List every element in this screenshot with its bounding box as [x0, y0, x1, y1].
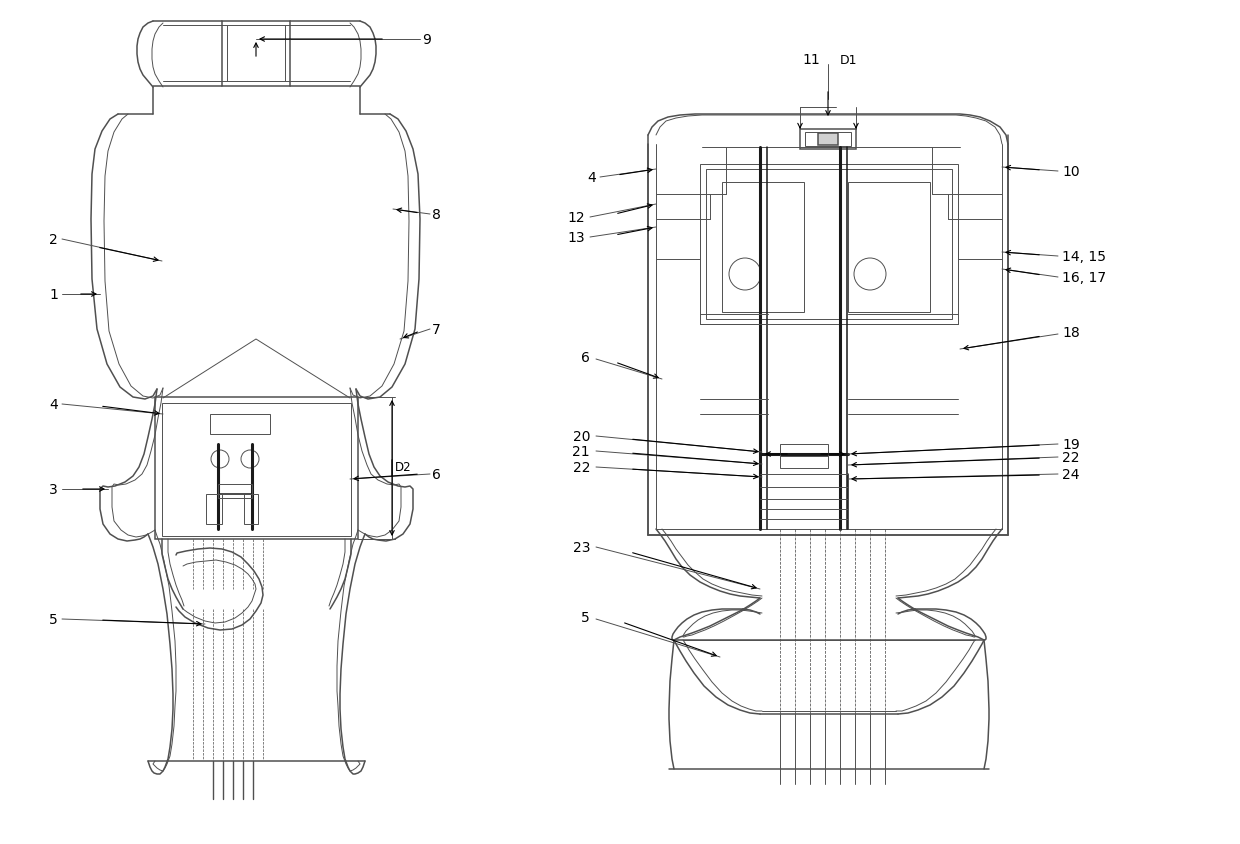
Text: 13: 13	[568, 230, 585, 245]
Text: 11: 11	[802, 53, 820, 67]
Text: 21: 21	[573, 445, 590, 458]
Text: 2: 2	[50, 233, 58, 246]
Bar	[155, 398, 358, 539]
Text: 12: 12	[568, 211, 585, 225]
Text: 8: 8	[432, 208, 441, 222]
Text: 6: 6	[582, 350, 590, 365]
Text: 5: 5	[50, 612, 58, 626]
Text: 18: 18	[1061, 326, 1080, 339]
Bar	[210, 414, 270, 435]
Bar	[722, 183, 804, 312]
Text: 16, 17: 16, 17	[1061, 271, 1106, 284]
Text: 10: 10	[1061, 165, 1080, 179]
Bar	[706, 170, 952, 320]
Bar	[701, 165, 959, 325]
Text: 9: 9	[422, 33, 430, 47]
Bar	[206, 495, 222, 524]
Text: 14, 15: 14, 15	[1061, 250, 1106, 263]
Text: D2: D2	[396, 461, 412, 474]
Bar	[244, 495, 258, 524]
Text: 19: 19	[1061, 437, 1080, 452]
Text: 1: 1	[50, 288, 58, 301]
Text: 4: 4	[588, 170, 596, 185]
Bar	[222, 22, 290, 87]
Text: 3: 3	[50, 483, 58, 496]
Text: 5: 5	[582, 610, 590, 625]
Bar	[805, 133, 851, 147]
Bar	[227, 26, 285, 82]
Text: 22: 22	[1061, 451, 1080, 464]
Text: 20: 20	[573, 430, 590, 443]
Text: 6: 6	[432, 468, 441, 481]
Text: 7: 7	[432, 322, 440, 337]
Bar	[162, 403, 351, 537]
Bar	[800, 130, 856, 150]
Text: 23: 23	[573, 540, 590, 555]
Text: 4: 4	[50, 398, 58, 412]
Bar	[848, 183, 930, 312]
Text: 24: 24	[1061, 468, 1080, 481]
Text: 22: 22	[573, 461, 590, 474]
Bar	[218, 484, 252, 499]
Bar	[780, 445, 828, 468]
Text: D1: D1	[839, 53, 858, 67]
Bar	[818, 134, 838, 146]
